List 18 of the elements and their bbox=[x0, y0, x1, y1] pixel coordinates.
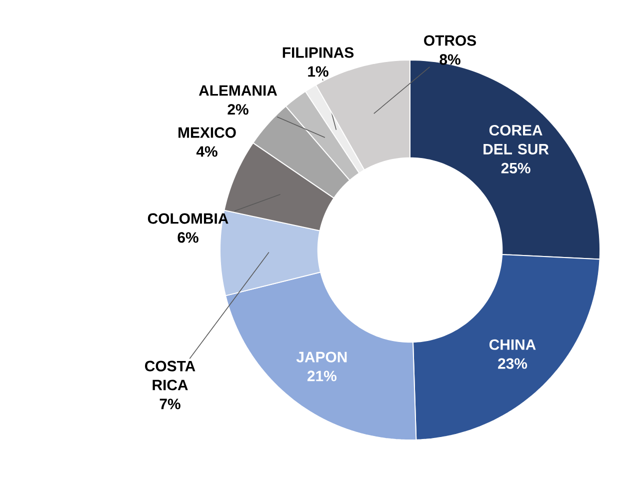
data-label: 25% bbox=[501, 162, 530, 174]
slice-label: CHINA bbox=[489, 339, 536, 350]
slice-label: MEXICO bbox=[178, 127, 236, 138]
slice-label: FILIPINAS bbox=[282, 47, 354, 58]
slice-label: COLOMBIA bbox=[148, 213, 228, 224]
data-label: 1% bbox=[308, 66, 328, 77]
data-label: 8% bbox=[440, 54, 460, 65]
data-label: 21% bbox=[307, 370, 336, 382]
data-label: 7% bbox=[160, 398, 180, 410]
data-label: 23% bbox=[498, 358, 528, 369]
slice-label: JAPON bbox=[296, 352, 347, 362]
slice-label: COREA DEL SUR bbox=[484, 124, 549, 154]
slice-label: ALEMANIA bbox=[198, 85, 278, 96]
slice-label: COSTA RICA bbox=[145, 360, 196, 390]
slice-label: OTROS bbox=[424, 35, 476, 46]
data-label: 6% bbox=[178, 232, 198, 243]
data-label: 2% bbox=[228, 104, 248, 115]
data-label: 4% bbox=[196, 146, 218, 157]
